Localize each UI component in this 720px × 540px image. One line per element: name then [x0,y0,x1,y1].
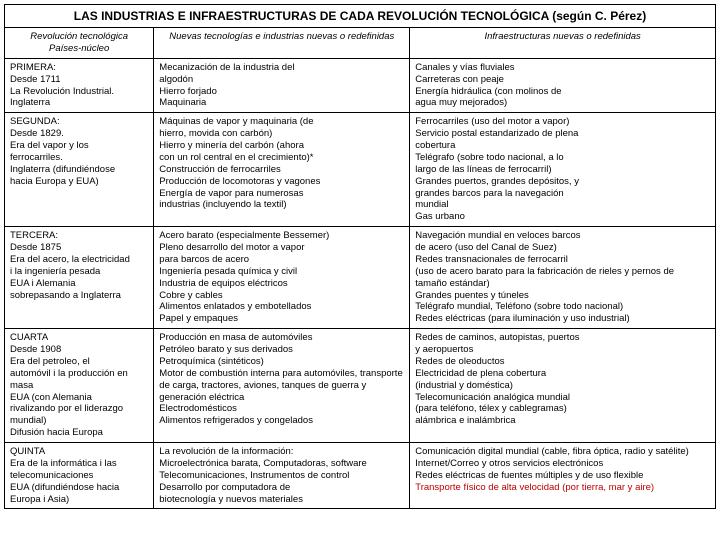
table-row: SEGUNDA:Desde 1829.Era del vapor y losfe… [5,113,716,227]
revolutions-table: LAS INDUSTRIAS E INFRAESTRUCTURAS DE CAD… [4,4,716,509]
header-col3: Infraestructuras nuevas o redefinidas [410,28,716,59]
cell-revolution: SEGUNDA:Desde 1829.Era del vapor y losfe… [5,113,154,227]
header-col1: Revolución tecnológica Países-núcleo [5,28,154,59]
cell-technologies: Acero barato (especialmente Bessemer)Ple… [154,227,410,329]
header-col2: Nuevas tecnologías e industrias nuevas o… [154,28,410,59]
cell-infrastructure: Comunicación digital mundial (cable, fib… [410,443,716,509]
cell-infrastructure: Navegación mundial en veloces barcosde a… [410,227,716,329]
cell-revolution: TERCERA:Desde 1875Era del acero, la elec… [5,227,154,329]
cell-technologies: Mecanización de la industria delalgodónH… [154,58,410,113]
table-title: LAS INDUSTRIAS E INFRAESTRUCTURAS DE CAD… [5,5,716,28]
table-row: PRIMERA:Desde 1711La Revolución Industri… [5,58,716,113]
cell-technologies: Producción en masa de automóvilesPetróle… [154,329,410,443]
table-row: CUARTADesde 1908Era del petroleo, elauto… [5,329,716,443]
cell-revolution: PRIMERA:Desde 1711La Revolución Industri… [5,58,154,113]
header-row: Revolución tecnológica Países-núcleo Nue… [5,28,716,59]
cell-infrastructure: Ferrocarriles (uso del motor a vapor)Ser… [410,113,716,227]
cell-revolution: CUARTADesde 1908Era del petroleo, elauto… [5,329,154,443]
cell-infrastructure: Canales y vías fluvialesCarreteras con p… [410,58,716,113]
cell-revolution: QUINTAEra de la informática i lastelecom… [5,443,154,509]
table-row: TERCERA:Desde 1875Era del acero, la elec… [5,227,716,329]
cell-technologies: Máquinas de vapor y maquinaria (dehierro… [154,113,410,227]
highlight-text: Transporte físico de alta velocidad (por… [415,482,710,494]
cell-infrastructure: Redes de caminos, autopistas, puertosy a… [410,329,716,443]
title-row: LAS INDUSTRIAS E INFRAESTRUCTURAS DE CAD… [5,5,716,28]
table-row: QUINTAEra de la informática i lastelecom… [5,443,716,509]
cell-technologies: La revolución de la información:Microele… [154,443,410,509]
